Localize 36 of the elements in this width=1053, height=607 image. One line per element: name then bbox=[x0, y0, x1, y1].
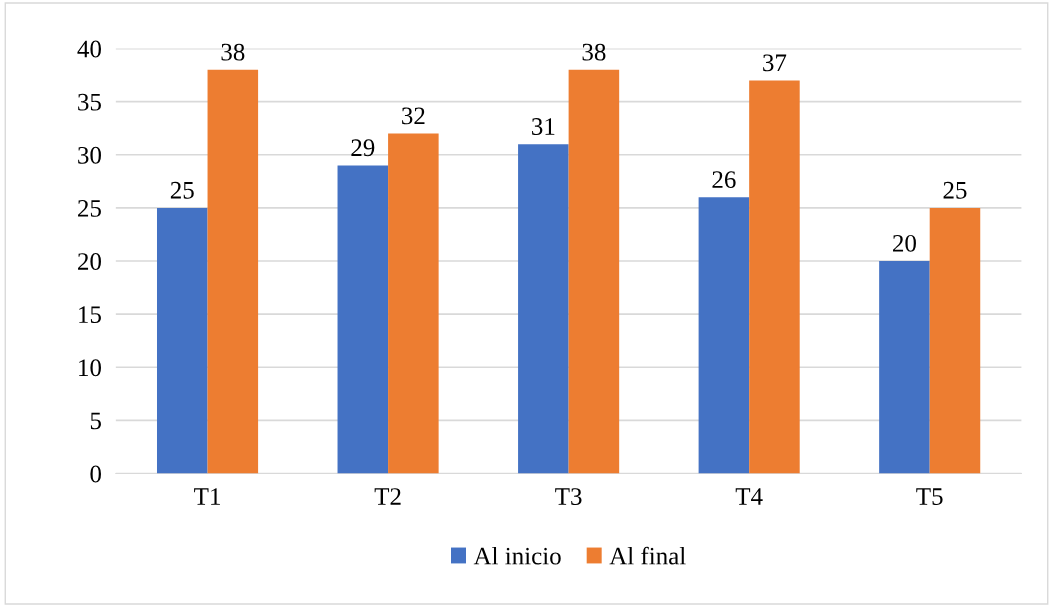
data-label: 29 bbox=[351, 139, 375, 157]
bar bbox=[337, 165, 389, 474]
data-label: 25 bbox=[170, 181, 194, 199]
data-label: 37 bbox=[763, 54, 787, 72]
y-tick-label: 0 bbox=[90, 465, 101, 483]
data-label: 38 bbox=[221, 43, 245, 61]
data-label: 26 bbox=[712, 171, 736, 189]
data-label: 31 bbox=[532, 118, 555, 135]
y-tick-label: 40 bbox=[77, 40, 101, 58]
bar bbox=[207, 69, 259, 474]
data-label: 32 bbox=[402, 107, 425, 125]
y-tick-label: 5 bbox=[90, 412, 101, 430]
x-tick-label: T2 bbox=[374, 488, 401, 505]
bar bbox=[518, 144, 569, 474]
x-tick-label: T5 bbox=[916, 488, 943, 505]
y-tick-label: 20 bbox=[78, 253, 101, 270]
x-tick-label: T3 bbox=[555, 488, 582, 505]
bar bbox=[929, 207, 981, 474]
legend-label: Al final bbox=[609, 546, 686, 565]
y-tick-label: 15 bbox=[79, 306, 101, 324]
y-tick-label: 35 bbox=[78, 93, 101, 111]
legend-label: Al inicio bbox=[473, 546, 561, 565]
data-label: 20 bbox=[893, 234, 916, 252]
bar bbox=[749, 80, 800, 474]
y-tick-label: 30 bbox=[78, 146, 101, 164]
data-label: 38 bbox=[582, 43, 606, 61]
x-tick-label: T1 bbox=[194, 488, 220, 505]
bar bbox=[568, 69, 620, 474]
bar bbox=[156, 207, 208, 474]
y-tick-label: 10 bbox=[79, 359, 101, 377]
bar bbox=[879, 261, 930, 474]
y-tick-label: 25 bbox=[78, 200, 101, 217]
bar bbox=[698, 197, 750, 474]
bar bbox=[388, 133, 439, 474]
x-tick-label: T4 bbox=[735, 488, 763, 505]
data-label: 25 bbox=[943, 181, 967, 199]
